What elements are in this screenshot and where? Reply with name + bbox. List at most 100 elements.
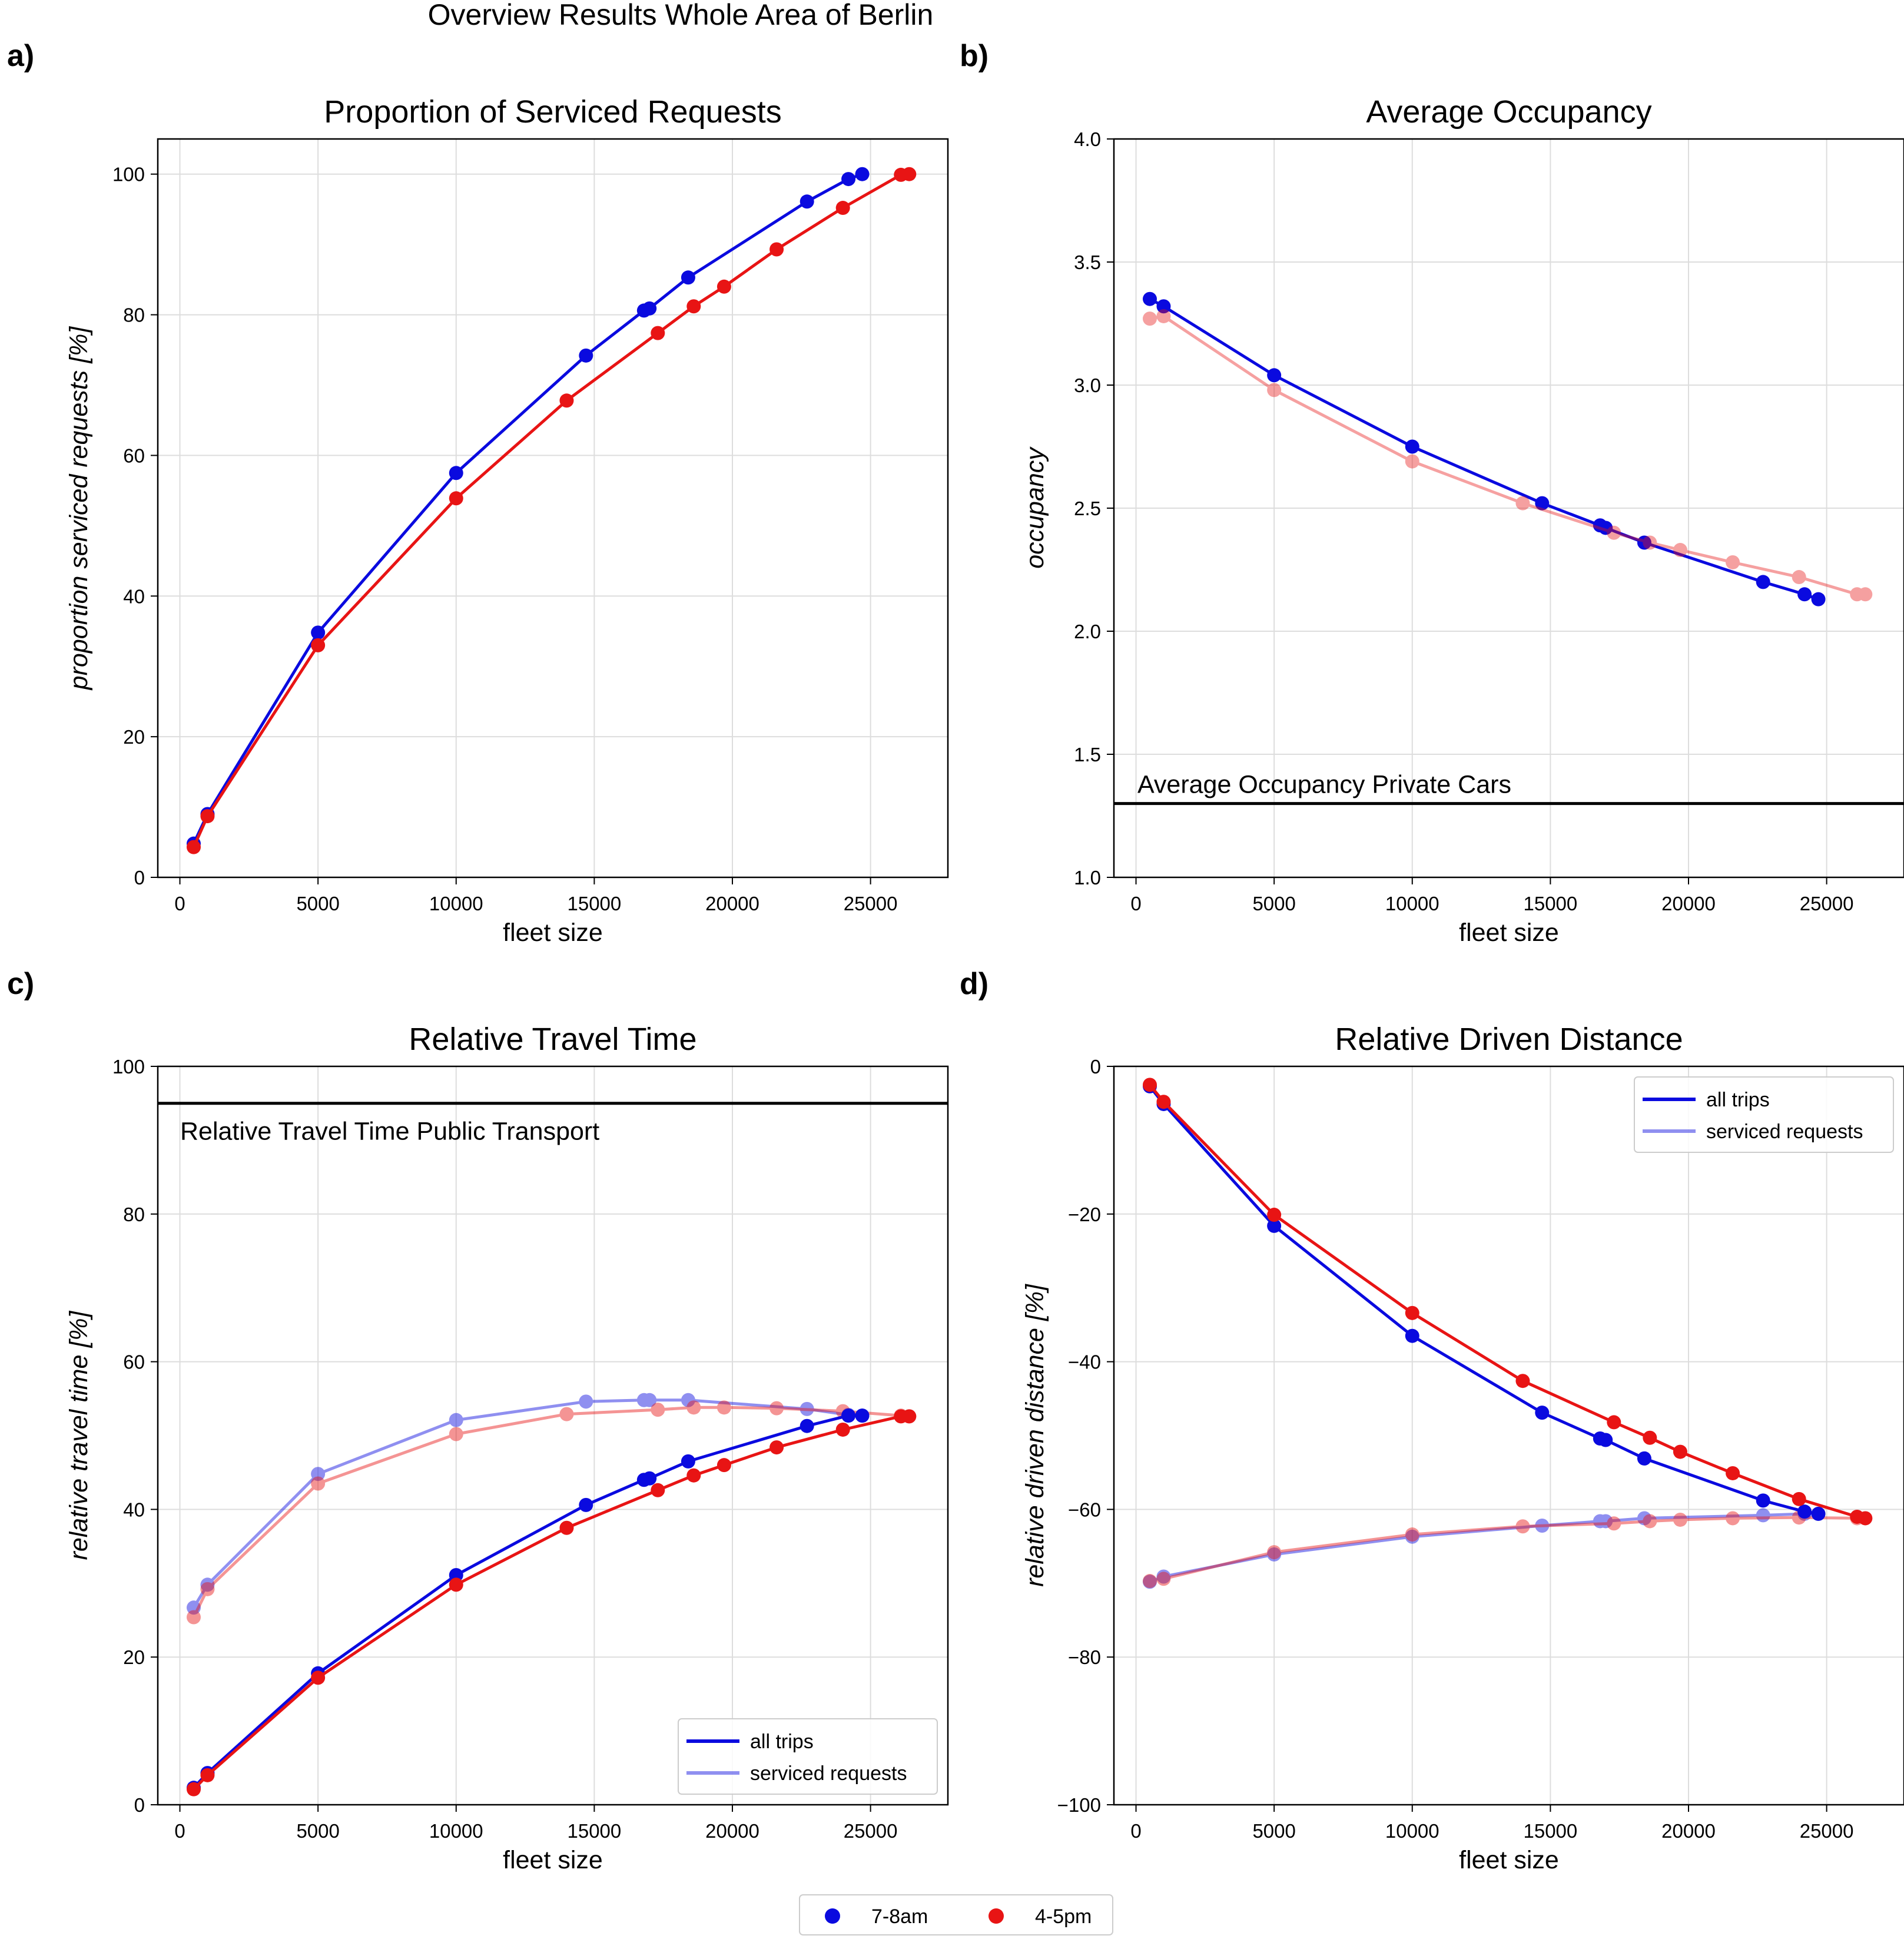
data-point	[1405, 454, 1419, 469]
data-point	[835, 1422, 850, 1437]
y-tick-label: −100	[1057, 1794, 1101, 1816]
y-tick-label: 80	[123, 1204, 145, 1225]
plot-area	[1143, 1078, 1873, 1589]
data-point	[311, 1476, 326, 1491]
series-7-8am-all-trips	[187, 1408, 870, 1795]
data-point	[1156, 309, 1171, 323]
data-point	[1535, 1518, 1550, 1533]
data-point	[855, 1408, 870, 1423]
chart-title: Proportion of Serviced Requests	[324, 94, 781, 130]
data-point	[717, 1400, 731, 1415]
data-point	[1515, 496, 1530, 511]
y-tick-label: 0	[134, 1794, 145, 1816]
chart-title: Relative Driven Distance	[1335, 1022, 1683, 1057]
data-point	[1643, 1430, 1657, 1445]
x-tick-label: 10000	[429, 1820, 483, 1842]
x-axis-label: fleet size	[503, 1846, 603, 1874]
data-point	[559, 393, 574, 408]
chart-panel-1: a) Proportion of Serviced Requests 0 5000 10…	[7, 39, 949, 947]
data-point	[841, 172, 856, 187]
y-tick-label: 60	[123, 1351, 145, 1373]
y-tick-label: 100	[112, 164, 145, 185]
x-tick-label: 5000	[1252, 893, 1295, 914]
data-point	[579, 1394, 593, 1409]
y-axis-label: proportion serviced requests [%]	[65, 326, 93, 691]
y-tick-label: −60	[1068, 1499, 1101, 1520]
x-tick-label: 15000	[1524, 1820, 1578, 1842]
series-7-8am-all-trips	[1143, 291, 1826, 606]
series-line	[192, 173, 863, 844]
y-tick-label: 60	[123, 445, 145, 466]
x-tick-label: 20000	[1661, 893, 1716, 914]
y-axis-label: relative driven distance [%]	[1021, 1284, 1049, 1587]
y-tick-label: 4.0	[1074, 128, 1101, 150]
data-point	[1593, 1514, 1607, 1529]
data-point	[686, 299, 701, 314]
data-point	[579, 348, 593, 363]
x-tick-label: 15000	[568, 893, 622, 914]
legend-box	[678, 1718, 938, 1795]
series-line	[1149, 1083, 1866, 1520]
series-line	[1149, 314, 1866, 596]
data-point	[1156, 1095, 1171, 1109]
data-point	[1792, 1491, 1806, 1506]
x-axis-label: fleet size	[503, 919, 603, 947]
x-tick-label: 25000	[1800, 1820, 1854, 1842]
data-point	[311, 625, 326, 640]
data-point	[681, 270, 695, 285]
data-point	[1637, 535, 1651, 550]
x-tick-label: 10000	[1385, 1820, 1439, 1842]
data-point	[1267, 383, 1282, 397]
data-point	[559, 1520, 574, 1535]
data-point	[1811, 592, 1826, 606]
data-point	[800, 194, 814, 209]
data-point	[311, 1670, 326, 1685]
legend-marker	[989, 1908, 1004, 1924]
data-point	[651, 326, 665, 340]
panel-letter: d)	[960, 967, 989, 1001]
data-point	[1156, 1572, 1171, 1586]
data-point	[449, 1577, 463, 1592]
series-line	[1149, 1516, 1866, 1583]
figure-legend-box	[799, 1894, 1113, 1935]
data-point	[200, 1582, 215, 1596]
y-tick-label: 2.5	[1074, 498, 1101, 519]
x-axis-label: fleet size	[1459, 1846, 1559, 1874]
data-point	[1637, 1511, 1651, 1526]
data-point	[1673, 1512, 1687, 1527]
x-tick-label: 0	[174, 1820, 185, 1842]
data-point	[681, 1393, 695, 1407]
panels: a) Proportion of Serviced Requests 0 5000 10…	[7, 39, 1904, 1874]
legend-label: 7-8am	[871, 1905, 928, 1928]
x-tick-label: 0	[1130, 893, 1141, 914]
data-point	[835, 201, 850, 216]
data-point	[651, 1403, 665, 1417]
data-point	[1267, 368, 1282, 383]
y-tick-label: 1.5	[1074, 744, 1101, 765]
data-point	[449, 491, 463, 506]
data-point	[1607, 525, 1621, 540]
x-tick-label: 5000	[1252, 1820, 1295, 1842]
chart-legend: all trips serviced requests	[678, 1718, 938, 1795]
data-point	[1156, 299, 1171, 314]
y-axis-label: occupancy	[1021, 446, 1049, 569]
legend-label: serviced requests	[1706, 1121, 1863, 1143]
series-4-5pm-all-trips	[187, 1409, 917, 1797]
series-line	[1149, 297, 1819, 601]
data-point	[769, 1401, 784, 1416]
y-tick-label: 2.0	[1074, 621, 1101, 642]
x-tick-label: 15000	[568, 1820, 622, 1842]
data-point	[449, 1413, 463, 1427]
data-point	[1726, 555, 1740, 569]
x-axis-label: fleet size	[1459, 919, 1559, 947]
y-tick-label: 3.0	[1074, 374, 1101, 396]
chart-panel-2: b) Average Occupancy 0 5000 10000 15000 20000 2…	[960, 39, 1904, 947]
data-point	[1267, 1208, 1282, 1222]
data-point	[187, 1782, 201, 1797]
data-point	[1405, 1527, 1419, 1542]
data-point	[636, 1393, 651, 1407]
data-point	[1143, 1078, 1157, 1092]
series-4-5pm-all-trips	[187, 167, 917, 854]
